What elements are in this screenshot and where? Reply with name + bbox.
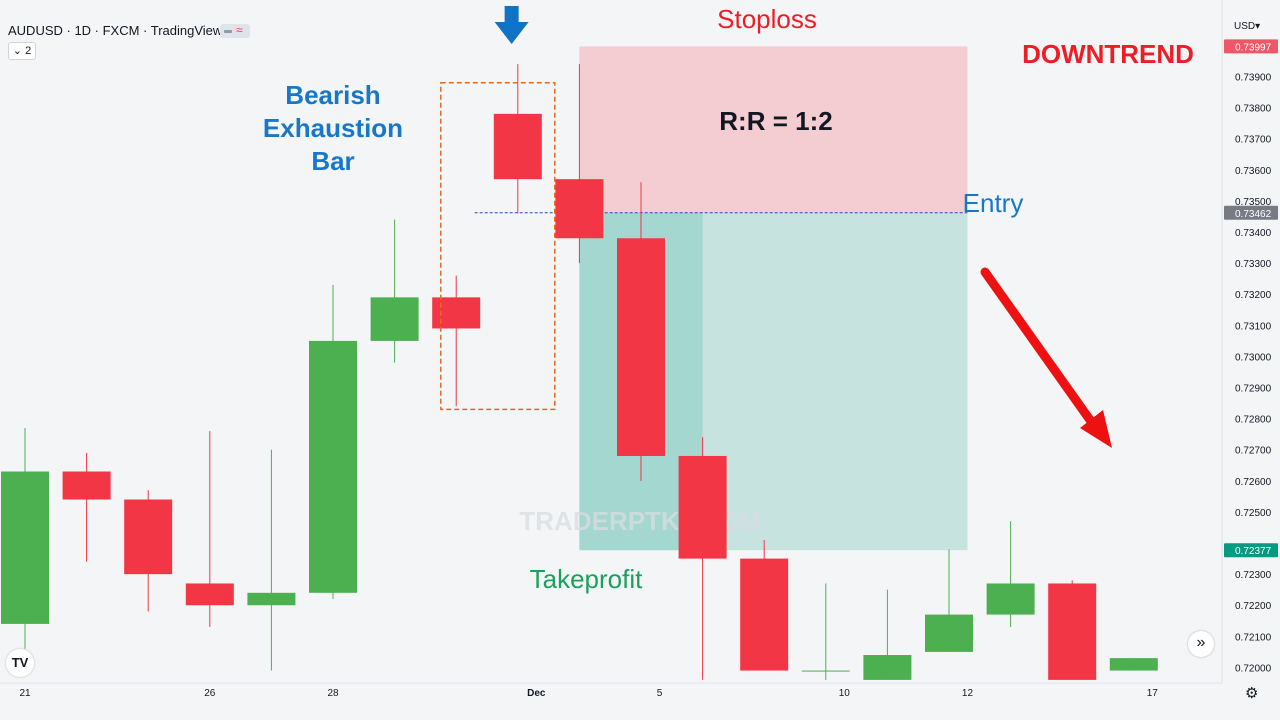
candle-body <box>863 655 912 680</box>
candle-body <box>62 471 111 500</box>
price-tick-label: 0.72600 <box>1235 477 1272 488</box>
candle-body <box>555 179 604 239</box>
currency-caret-icon: ▾ <box>1255 21 1261 32</box>
down-arrow-icon <box>494 6 529 44</box>
trend-arrow-head <box>1080 410 1112 448</box>
time-tick-label: 26 <box>204 688 216 699</box>
trend-arrow-shaft <box>980 267 1095 425</box>
candle-body <box>309 340 357 593</box>
time-tick-label: 17 <box>1147 688 1159 699</box>
target-badge <box>1224 543 1278 558</box>
stoploss-label: Stoploss <box>717 4 817 34</box>
time-tick-label: Dec <box>527 688 546 699</box>
currency-label: USD <box>1234 21 1256 32</box>
candle-body <box>185 583 234 606</box>
bearish-exhaustion-label: Bar <box>311 146 354 176</box>
risk-reward-label: R:R = 1:2 <box>719 106 832 136</box>
price-tick-label: 0.72300 <box>1235 570 1272 581</box>
stop-price: 0.73997 <box>1235 42 1272 53</box>
price-tick-label: 0.72200 <box>1235 601 1272 612</box>
price-tick-label: 0.73000 <box>1235 352 1272 363</box>
candle-body <box>617 238 665 456</box>
entry-badge <box>1224 205 1278 220</box>
price-tick-label: 0.73100 <box>1235 321 1272 332</box>
bearish-exhaustion-label: Exhaustion <box>263 113 403 143</box>
collapse-button[interactable]: ⌄ 2 <box>8 42 36 60</box>
price-tick-label: 0.72500 <box>1235 508 1272 519</box>
candle-body <box>801 670 850 672</box>
price-tick-label: 0.73300 <box>1235 259 1272 270</box>
downtrend-label: DOWNTREND <box>1022 39 1194 69</box>
candle-body <box>925 614 973 652</box>
price-tick-label: 0.73900 <box>1235 73 1272 84</box>
dash-icon <box>224 30 232 33</box>
price-tick-label: 0.72900 <box>1235 384 1272 395</box>
stop-zone <box>579 46 968 213</box>
stop-badge <box>1224 39 1278 54</box>
approx-icon: ≈ <box>236 23 243 37</box>
candle-body <box>1048 583 1097 680</box>
scroll-forward-icon[interactable]: » <box>1188 631 1214 657</box>
entry-price: 0.73462 <box>1235 209 1272 220</box>
candle-body <box>124 499 173 575</box>
price-tick-label: 0.72100 <box>1235 632 1272 643</box>
candle-body <box>740 558 789 671</box>
time-tick-label: 21 <box>19 688 31 699</box>
candle-body <box>1 471 49 624</box>
candle-body <box>247 592 296 606</box>
time-tick-label: 28 <box>327 688 339 699</box>
time-tick-label: 12 <box>962 688 974 699</box>
bearish-exhaustion-label: Bearish <box>285 80 380 110</box>
takeprofit-label: Takeprofit <box>530 564 643 594</box>
price-tick-label: 0.72700 <box>1235 446 1272 457</box>
price-tick-label: 0.73400 <box>1235 228 1272 239</box>
target-price: 0.72377 <box>1235 546 1272 557</box>
currency-selector[interactable]: USD▾ <box>1234 21 1260 32</box>
candle-body <box>493 113 542 180</box>
symbol-title[interactable]: AUDUSD · 1D · FXCM · TradingView <box>8 23 223 38</box>
indicator-badge[interactable]: ≈ <box>220 23 250 38</box>
candle-body <box>1109 658 1158 671</box>
price-tick-label: 0.72000 <box>1235 663 1272 674</box>
candle-body <box>432 297 481 329</box>
candle-body <box>370 297 419 341</box>
time-tick-label: 10 <box>839 688 851 699</box>
candle-body <box>678 455 727 559</box>
price-tick-label: 0.72800 <box>1235 415 1272 426</box>
price-tick-label: 0.73700 <box>1235 135 1272 146</box>
time-tick-label: 5 <box>657 688 663 699</box>
candle-body <box>986 583 1035 615</box>
price-tick-label: 0.73600 <box>1235 166 1272 177</box>
gear-icon[interactable]: ⚙ <box>1245 685 1259 702</box>
price-axis-panel <box>1222 0 1280 720</box>
price-tick-label: 0.73500 <box>1235 197 1272 208</box>
price-tick-label: 0.73200 <box>1235 290 1272 301</box>
tradingview-logo-icon[interactable]: TV <box>6 649 34 677</box>
exhaustion-bar-box <box>440 82 556 411</box>
price-tick-label: 0.73800 <box>1235 104 1272 115</box>
entry-label: Entry <box>963 188 1024 218</box>
